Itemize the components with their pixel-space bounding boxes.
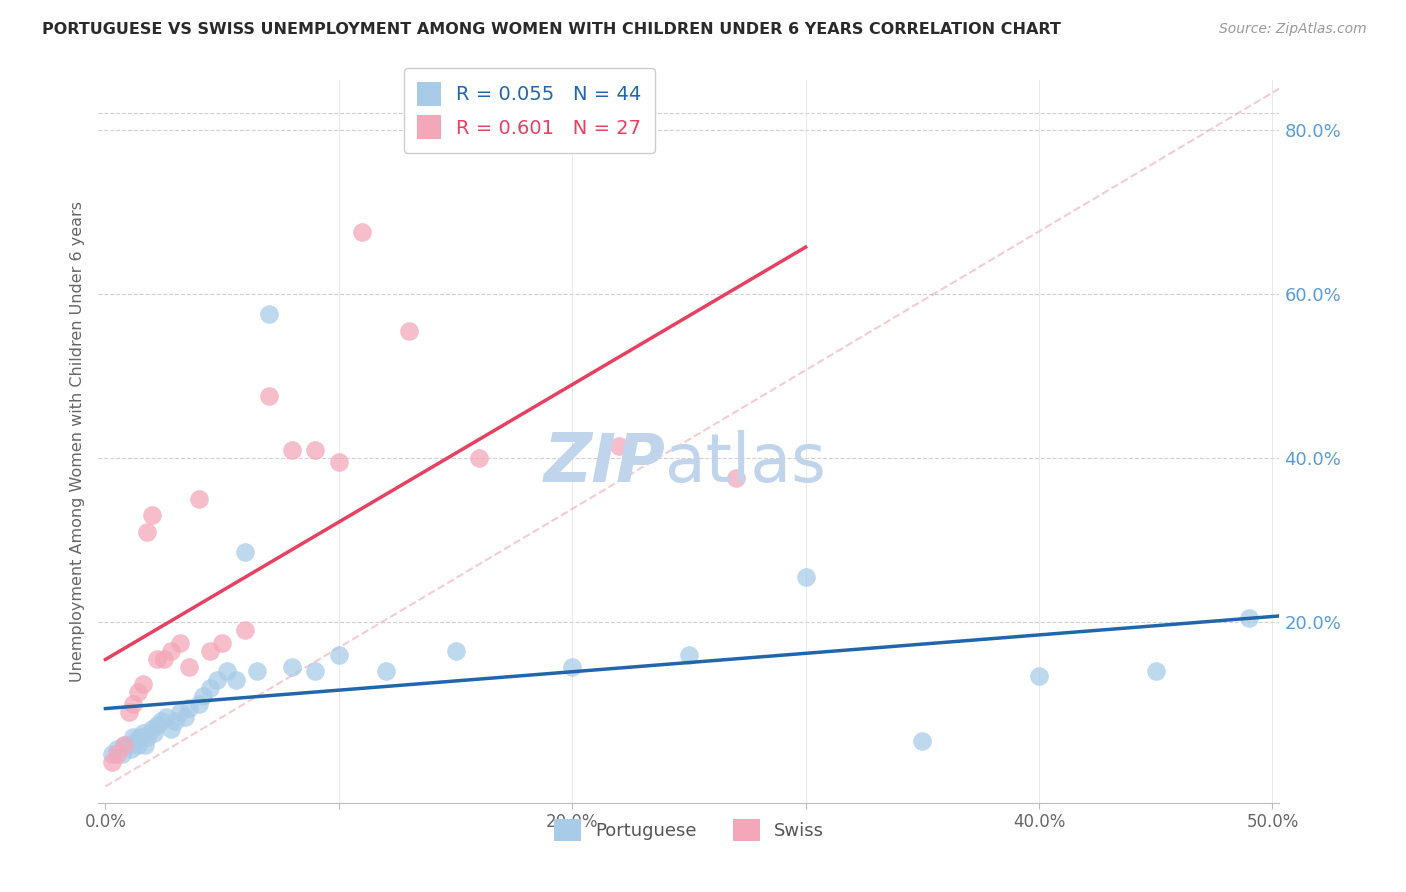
Point <box>136 524 159 539</box>
Point <box>179 701 201 715</box>
Point <box>132 726 155 740</box>
Point <box>127 685 149 699</box>
Point <box>159 722 181 736</box>
Point <box>112 739 135 753</box>
Point <box>304 442 326 457</box>
Point <box>257 389 280 403</box>
Point <box>122 698 145 712</box>
Point <box>607 439 630 453</box>
Point <box>105 747 128 761</box>
Point <box>561 660 583 674</box>
Point <box>179 660 201 674</box>
Point <box>724 471 747 485</box>
Point <box>257 307 280 321</box>
Text: Source: ZipAtlas.com: Source: ZipAtlas.com <box>1219 22 1367 37</box>
Point <box>125 734 148 748</box>
Point <box>169 706 191 720</box>
Point <box>118 706 141 720</box>
Point <box>911 734 934 748</box>
Point <box>111 747 134 761</box>
Point <box>141 508 163 523</box>
Point <box>105 742 128 756</box>
Point <box>187 491 209 506</box>
Point <box>101 755 124 769</box>
Point <box>146 718 169 732</box>
Point <box>328 648 350 662</box>
Point <box>468 450 491 465</box>
Point <box>150 714 173 728</box>
Point <box>235 624 257 638</box>
Point <box>127 739 149 753</box>
Point <box>678 648 700 662</box>
Point <box>120 742 142 756</box>
Point <box>132 677 155 691</box>
Point <box>118 739 141 753</box>
Point <box>352 225 374 239</box>
Point <box>444 644 467 658</box>
Legend: Portuguese, Swiss: Portuguese, Swiss <box>538 805 839 855</box>
Point <box>165 714 187 728</box>
Point <box>173 709 195 723</box>
Point <box>134 739 156 753</box>
Point <box>328 455 350 469</box>
Text: atlas: atlas <box>665 430 827 496</box>
Point <box>169 636 191 650</box>
Point <box>136 730 159 744</box>
Text: PORTUGUESE VS SWISS UNEMPLOYMENT AMONG WOMEN WITH CHILDREN UNDER 6 YEARS CORRELA: PORTUGUESE VS SWISS UNEMPLOYMENT AMONG W… <box>42 22 1062 37</box>
Point <box>225 673 247 687</box>
Point <box>155 709 177 723</box>
Point <box>281 660 304 674</box>
Point <box>304 665 326 679</box>
Point <box>1237 611 1260 625</box>
Point <box>101 747 124 761</box>
Point <box>152 652 174 666</box>
Point <box>200 681 222 695</box>
Point <box>398 324 420 338</box>
Point <box>207 673 229 687</box>
Point <box>1144 665 1167 679</box>
Y-axis label: Unemployment Among Women with Children Under 6 years: Unemployment Among Women with Children U… <box>69 201 84 682</box>
Point <box>235 545 257 559</box>
Point <box>141 722 163 736</box>
Point <box>122 730 145 744</box>
Point <box>146 652 169 666</box>
Point <box>281 442 304 457</box>
Point <box>143 726 166 740</box>
Point <box>112 739 135 753</box>
Point <box>159 644 181 658</box>
Text: ZIP: ZIP <box>544 430 665 496</box>
Point <box>246 665 269 679</box>
Point <box>794 570 817 584</box>
Point <box>129 730 152 744</box>
Point <box>187 698 209 712</box>
Point <box>374 665 396 679</box>
Point <box>211 636 233 650</box>
Point <box>200 644 222 658</box>
Point <box>215 665 238 679</box>
Point <box>1028 668 1050 682</box>
Point <box>193 689 215 703</box>
